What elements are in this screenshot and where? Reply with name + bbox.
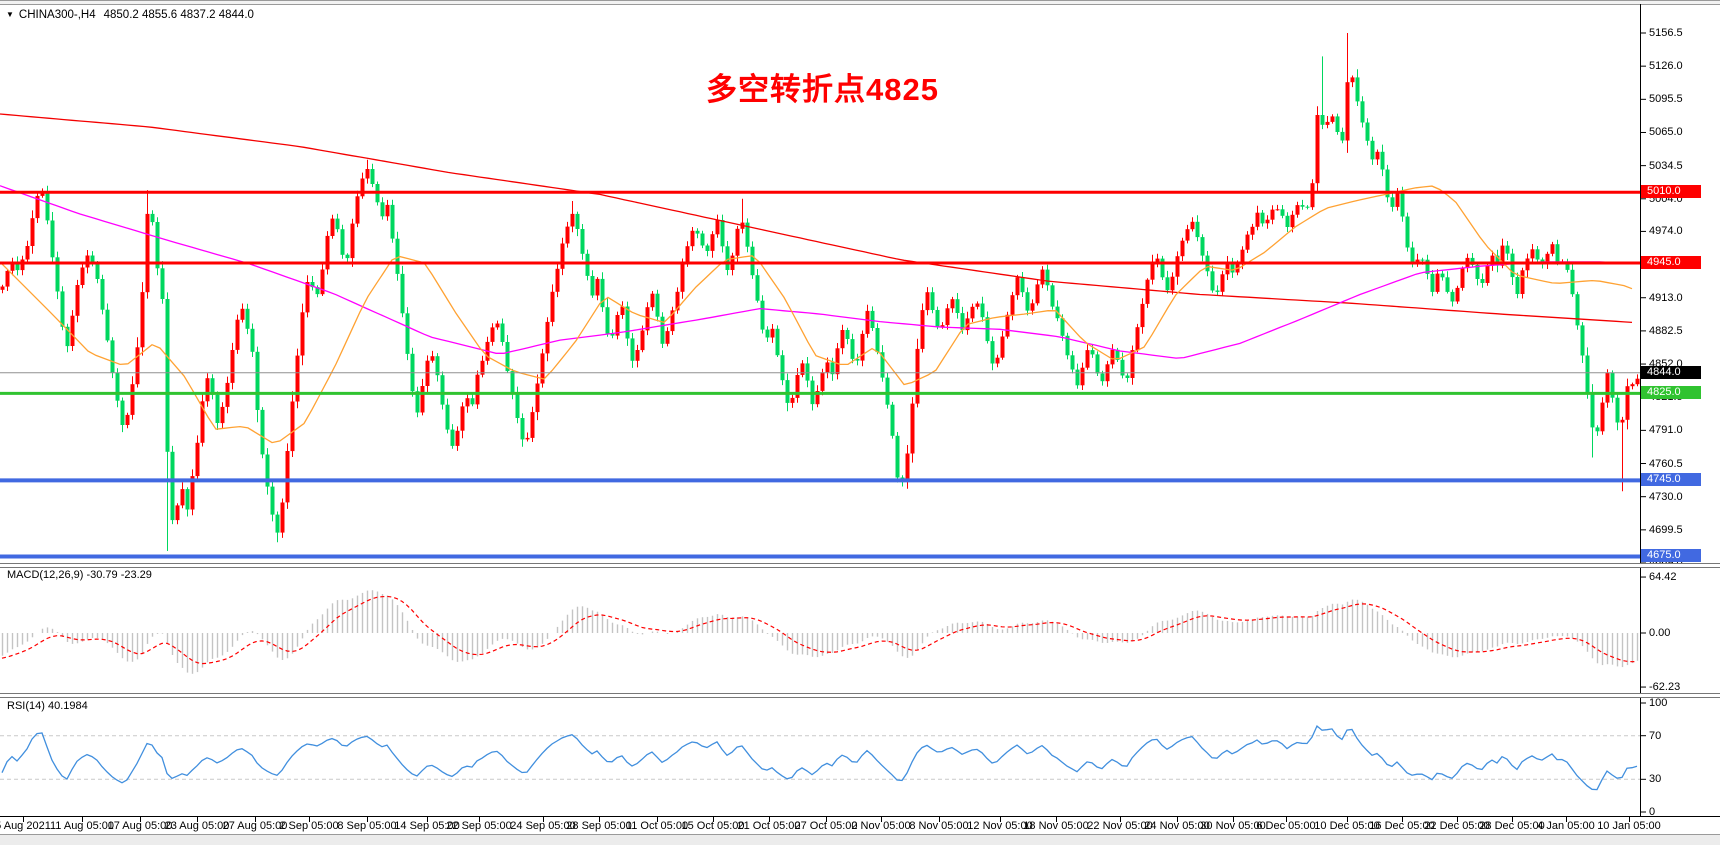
symbol-title: CHINA300-,H4 [18, 9, 96, 21]
macd-label: MACD(12,26,9) -30.79 -23.29 [7, 569, 152, 581]
collapse-arrow-icon[interactable]: ▼ [6, 10, 14, 19]
symbol-ohlc-readout: 4850.2 4855.6 4837.2 4844.0 [103, 9, 254, 21]
window-top-border [0, 0, 1720, 5]
symbol-header: ▼ CHINA300-,H4 4850.2 4855.6 4837.2 4844.0 [6, 9, 254, 21]
annotation-text: 多空转折点4825 [706, 72, 939, 107]
panel-splitter-rsi[interactable] [0, 693, 1720, 698]
horizontal-scrollbar[interactable] [0, 834, 1720, 845]
time-axis-border [0, 816, 1720, 817]
panel-splitter-macd[interactable] [0, 563, 1720, 568]
axis-separator-line [1640, 4, 1641, 817]
rsi-label: RSI(14) 40.1984 [7, 700, 88, 712]
